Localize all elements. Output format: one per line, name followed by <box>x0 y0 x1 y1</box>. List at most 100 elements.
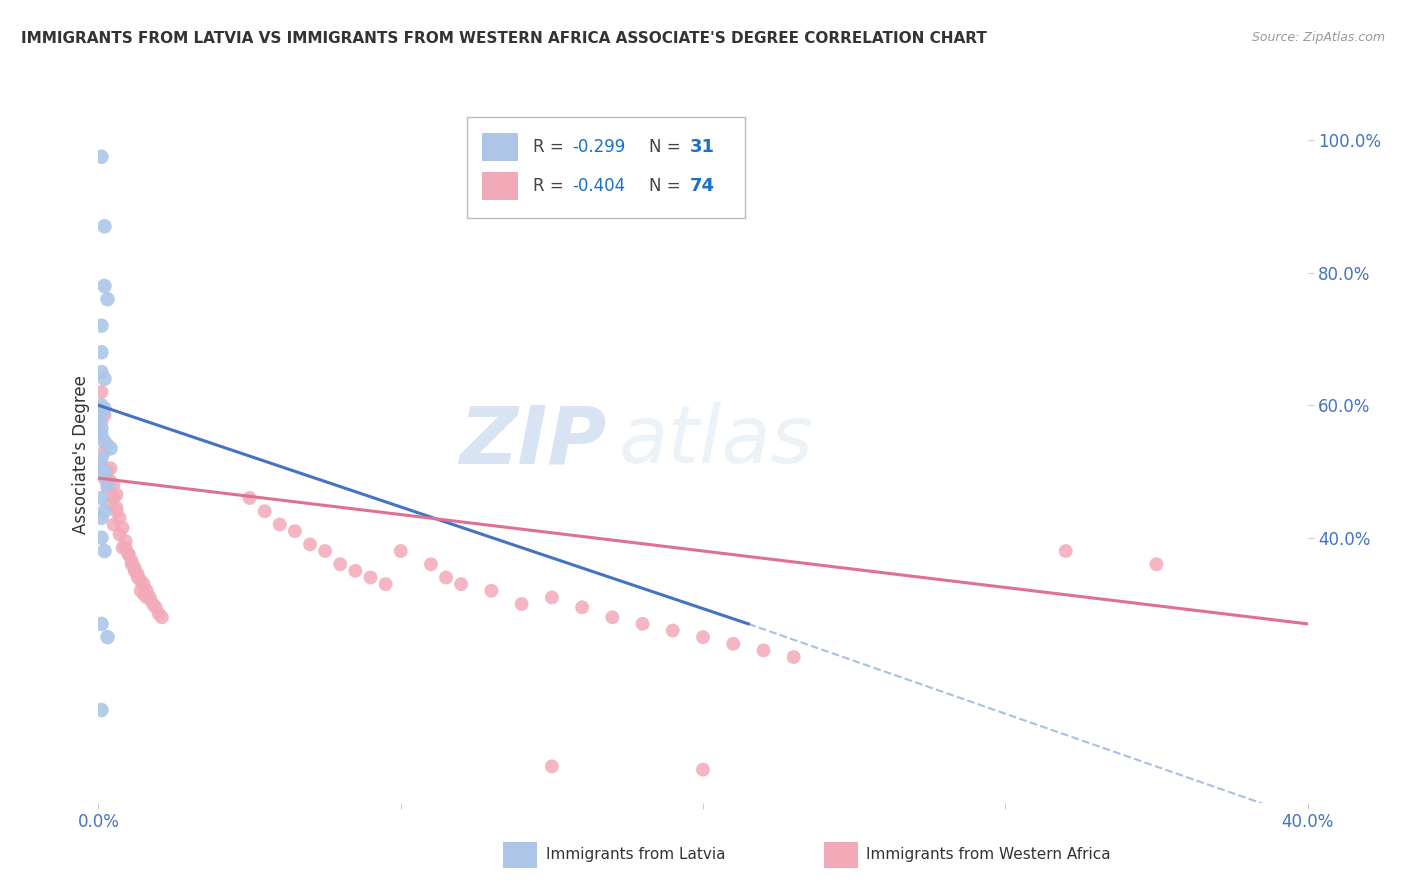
Point <box>114 541 136 555</box>
Point <box>571 600 593 615</box>
Bar <box>824 842 858 868</box>
Point <box>344 564 367 578</box>
Point <box>103 517 125 532</box>
Point <box>93 401 115 416</box>
Point <box>142 597 165 611</box>
Point <box>93 434 115 449</box>
Point <box>90 150 112 164</box>
Point <box>540 759 562 773</box>
Point <box>87 458 110 472</box>
Point <box>118 547 141 561</box>
Point <box>148 607 170 621</box>
Point <box>111 541 134 555</box>
Text: Immigrants from Latvia: Immigrants from Latvia <box>546 847 725 863</box>
Y-axis label: Associate's Degree: Associate's Degree <box>72 376 90 534</box>
Point <box>135 583 157 598</box>
Point <box>90 703 112 717</box>
Point <box>90 458 112 472</box>
Point <box>269 517 291 532</box>
Point <box>105 504 128 518</box>
Point <box>93 372 115 386</box>
Point <box>510 597 533 611</box>
Point <box>96 465 118 479</box>
Point <box>96 438 118 452</box>
Point <box>87 411 110 425</box>
Text: -0.299: -0.299 <box>572 137 626 156</box>
Point <box>132 577 155 591</box>
Point <box>121 554 143 568</box>
Point <box>90 491 112 505</box>
Point <box>114 534 136 549</box>
Point <box>111 521 134 535</box>
Point <box>87 421 110 435</box>
Point <box>90 365 112 379</box>
Text: N =: N = <box>648 137 686 156</box>
Point <box>100 475 122 489</box>
Point <box>93 465 115 479</box>
Text: IMMIGRANTS FROM LATVIA VS IMMIGRANTS FROM WESTERN AFRICA ASSOCIATE'S DEGREE CORR: IMMIGRANTS FROM LATVIA VS IMMIGRANTS FRO… <box>21 31 987 46</box>
Bar <box>482 133 517 161</box>
Point <box>602 610 624 624</box>
Point <box>96 292 118 306</box>
Point <box>692 630 714 644</box>
Point <box>360 570 382 584</box>
Point <box>105 500 128 515</box>
Point <box>434 570 457 584</box>
Point <box>90 616 112 631</box>
Point <box>139 591 162 605</box>
Point <box>253 504 276 518</box>
Point <box>100 461 122 475</box>
Point <box>90 345 112 359</box>
Text: 31: 31 <box>690 137 714 156</box>
Point <box>752 643 775 657</box>
Point <box>284 524 307 538</box>
Point <box>90 511 112 525</box>
Point <box>124 564 146 578</box>
Point <box>87 418 110 433</box>
Point <box>239 491 262 505</box>
Point <box>90 398 112 412</box>
Point <box>450 577 472 591</box>
Point <box>783 650 806 665</box>
Point <box>103 491 125 505</box>
Point <box>661 624 683 638</box>
Point <box>90 451 112 466</box>
Point <box>150 610 173 624</box>
Point <box>121 558 143 572</box>
Point <box>1144 558 1167 572</box>
Point <box>481 583 503 598</box>
Point <box>103 477 125 491</box>
Point <box>93 279 115 293</box>
Point <box>129 574 152 588</box>
Point <box>540 591 562 605</box>
Point <box>692 763 714 777</box>
Point <box>90 401 112 416</box>
Point <box>329 558 352 572</box>
Point <box>90 415 112 429</box>
Text: atlas: atlas <box>619 402 813 480</box>
Point <box>118 547 141 561</box>
Point <box>87 425 110 439</box>
Point <box>135 591 157 605</box>
Point <box>93 219 115 234</box>
Bar <box>482 172 517 200</box>
Point <box>374 577 396 591</box>
Point <box>93 504 115 518</box>
Point <box>100 498 122 512</box>
Point <box>93 444 115 458</box>
Point <box>108 527 131 541</box>
Point <box>90 531 112 545</box>
Point <box>90 428 112 442</box>
Point <box>108 511 131 525</box>
Point <box>96 477 118 491</box>
Text: -0.404: -0.404 <box>572 177 626 194</box>
Text: R =: R = <box>533 177 568 194</box>
Point <box>124 560 146 574</box>
Text: N =: N = <box>648 177 686 194</box>
Point <box>127 567 149 582</box>
Point <box>93 471 115 485</box>
Point <box>90 421 112 435</box>
Point <box>1054 544 1077 558</box>
Point <box>93 544 115 558</box>
Point <box>96 630 118 644</box>
